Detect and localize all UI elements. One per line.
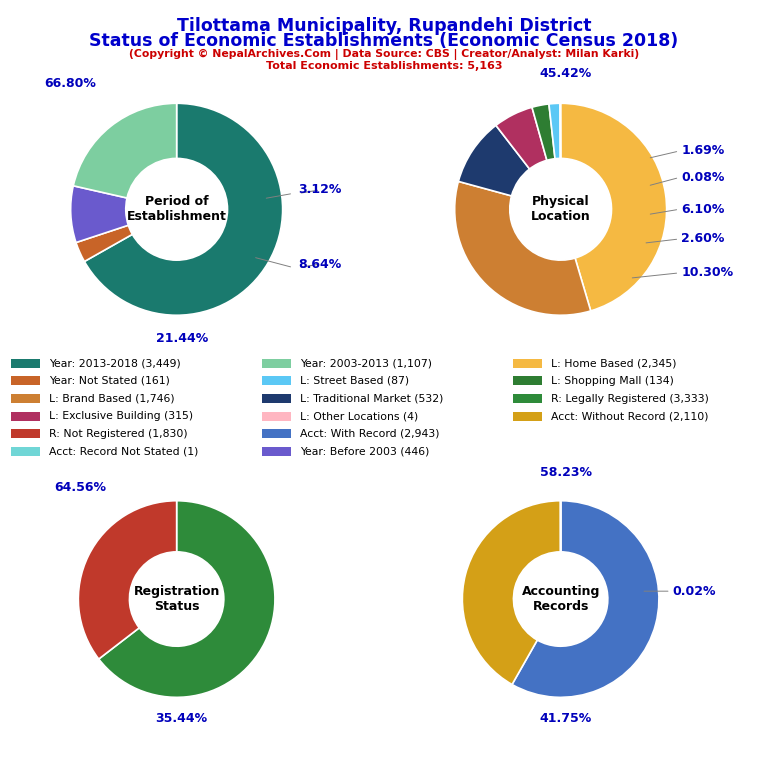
Text: Acct: Without Record (2,110): Acct: Without Record (2,110) xyxy=(551,411,708,421)
Bar xyxy=(12,359,40,368)
Text: 35.44%: 35.44% xyxy=(155,712,207,725)
Text: 45.42%: 45.42% xyxy=(540,67,592,80)
Wedge shape xyxy=(71,186,128,243)
Wedge shape xyxy=(99,501,275,697)
Text: 10.30%: 10.30% xyxy=(681,266,733,280)
Text: 0.08%: 0.08% xyxy=(681,171,725,184)
Text: L: Home Based (2,345): L: Home Based (2,345) xyxy=(551,358,677,368)
Bar xyxy=(12,376,40,386)
Wedge shape xyxy=(73,103,177,198)
Text: 21.44%: 21.44% xyxy=(156,332,208,345)
Bar xyxy=(263,376,291,386)
Text: Status of Economic Establishments (Economic Census 2018): Status of Economic Establishments (Econo… xyxy=(89,32,679,50)
Wedge shape xyxy=(78,501,177,659)
Text: R: Not Registered (1,830): R: Not Registered (1,830) xyxy=(49,429,187,439)
Text: Year: Not Stated (161): Year: Not Stated (161) xyxy=(49,376,170,386)
Wedge shape xyxy=(455,181,591,315)
Text: Physical
Location: Physical Location xyxy=(531,195,591,223)
Bar xyxy=(263,359,291,368)
Bar xyxy=(12,429,40,439)
Text: Period of
Establishment: Period of Establishment xyxy=(127,195,227,223)
Wedge shape xyxy=(496,108,547,169)
Text: Year: 2003-2013 (1,107): Year: 2003-2013 (1,107) xyxy=(300,358,432,368)
Bar xyxy=(263,447,291,456)
Text: L: Street Based (87): L: Street Based (87) xyxy=(300,376,409,386)
Text: 1.69%: 1.69% xyxy=(681,144,725,157)
Text: Acct: With Record (2,943): Acct: With Record (2,943) xyxy=(300,429,439,439)
Text: Total Economic Establishments: 5,163: Total Economic Establishments: 5,163 xyxy=(266,61,502,71)
Text: 41.75%: 41.75% xyxy=(539,712,591,725)
Text: (Copyright © NepalArchives.Com | Data Source: CBS | Creator/Analyst: Milan Karki: (Copyright © NepalArchives.Com | Data So… xyxy=(129,49,639,60)
Text: 6.10%: 6.10% xyxy=(681,203,725,216)
Bar xyxy=(513,359,541,368)
Bar xyxy=(513,376,541,386)
Bar xyxy=(263,412,291,421)
Text: Tilottama Municipality, Rupandehi District: Tilottama Municipality, Rupandehi Distri… xyxy=(177,17,591,35)
Bar xyxy=(263,394,291,403)
Text: 0.02%: 0.02% xyxy=(673,584,717,598)
Bar xyxy=(12,412,40,421)
Text: 2.60%: 2.60% xyxy=(681,233,725,246)
Bar xyxy=(513,394,541,403)
Wedge shape xyxy=(462,501,561,684)
Wedge shape xyxy=(512,501,659,697)
Text: L: Traditional Market (532): L: Traditional Market (532) xyxy=(300,393,443,403)
Text: 33.82%: 33.82% xyxy=(0,767,1,768)
Text: R: Legally Registered (3,333): R: Legally Registered (3,333) xyxy=(551,393,709,403)
Text: 3.12%: 3.12% xyxy=(299,184,342,197)
Wedge shape xyxy=(561,103,667,311)
Bar xyxy=(12,447,40,456)
Text: Year: 2013-2018 (3,449): Year: 2013-2018 (3,449) xyxy=(49,358,180,368)
Text: Acct: Record Not Stated (1): Acct: Record Not Stated (1) xyxy=(49,446,198,456)
Text: L: Other Locations (4): L: Other Locations (4) xyxy=(300,411,419,421)
Wedge shape xyxy=(549,104,561,159)
Wedge shape xyxy=(532,104,555,161)
Text: 8.64%: 8.64% xyxy=(299,257,342,270)
Wedge shape xyxy=(458,125,530,196)
Text: 66.80%: 66.80% xyxy=(45,78,96,91)
Text: Accounting
Records: Accounting Records xyxy=(521,585,600,613)
Bar xyxy=(263,429,291,439)
Wedge shape xyxy=(76,225,132,261)
Text: Year: Before 2003 (446): Year: Before 2003 (446) xyxy=(300,446,429,456)
Text: 58.23%: 58.23% xyxy=(540,466,591,479)
Wedge shape xyxy=(84,103,283,316)
Text: L: Shopping Mall (134): L: Shopping Mall (134) xyxy=(551,376,674,386)
Text: L: Exclusive Building (315): L: Exclusive Building (315) xyxy=(49,411,194,421)
Text: Registration
Status: Registration Status xyxy=(134,585,220,613)
Bar xyxy=(12,394,40,403)
Bar xyxy=(513,412,541,421)
Text: L: Brand Based (1,746): L: Brand Based (1,746) xyxy=(49,393,174,403)
Text: 64.56%: 64.56% xyxy=(54,481,106,494)
